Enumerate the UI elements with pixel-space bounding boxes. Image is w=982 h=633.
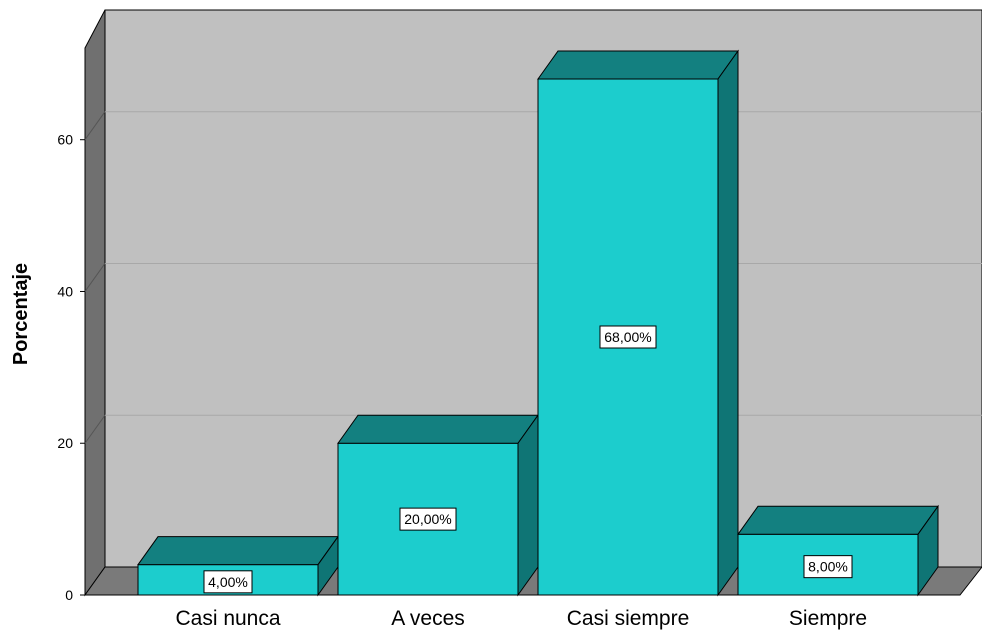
y-tick-label: 60 bbox=[57, 132, 73, 148]
x-axis-ticks: Casi nunca A veces Casi siempre Siempre bbox=[175, 607, 867, 630]
bar-top bbox=[737, 505, 939, 535]
data-label: 20,00% bbox=[404, 511, 451, 527]
bars: 4,00% 20,00% 68,00% 8,00% bbox=[137, 49, 939, 597]
x-tick-label: Casi siempre bbox=[567, 607, 690, 630]
bar-top bbox=[137, 536, 339, 566]
y-tick-label: 0 bbox=[65, 587, 73, 603]
y-axis-ticks: 0 20 40 60 bbox=[57, 132, 85, 603]
data-label: 8,00% bbox=[808, 559, 848, 575]
y-axis-label: Porcentaje bbox=[10, 263, 32, 365]
gridline-side bbox=[84, 414, 106, 444]
gridline-side bbox=[84, 263, 106, 292]
bar-side bbox=[917, 504, 939, 597]
bar-top bbox=[337, 414, 539, 444]
y-tick-label: 20 bbox=[57, 435, 73, 451]
gridline-side bbox=[84, 111, 106, 140]
data-label-box bbox=[599, 325, 657, 349]
data-label-box bbox=[203, 570, 253, 594]
x-tick-label: Siempre bbox=[789, 607, 867, 630]
x-tick-label: A veces bbox=[391, 607, 465, 630]
side-wall bbox=[84, 9, 106, 597]
data-label-box bbox=[399, 507, 457, 531]
bar: 8,00% bbox=[737, 504, 939, 597]
bar: 4,00% bbox=[137, 535, 339, 597]
data-label: 4,00% bbox=[208, 574, 248, 590]
bar-top bbox=[537, 50, 739, 80]
bar-side bbox=[517, 413, 539, 597]
x-tick-label: Casi nunca bbox=[175, 607, 280, 630]
bar: 20,00% bbox=[337, 413, 539, 597]
bar-side bbox=[717, 49, 739, 597]
data-label-box bbox=[803, 555, 853, 579]
y-tick-label: 40 bbox=[57, 283, 73, 299]
data-label: 68,00% bbox=[604, 329, 651, 345]
bar: 68,00% bbox=[537, 49, 739, 597]
